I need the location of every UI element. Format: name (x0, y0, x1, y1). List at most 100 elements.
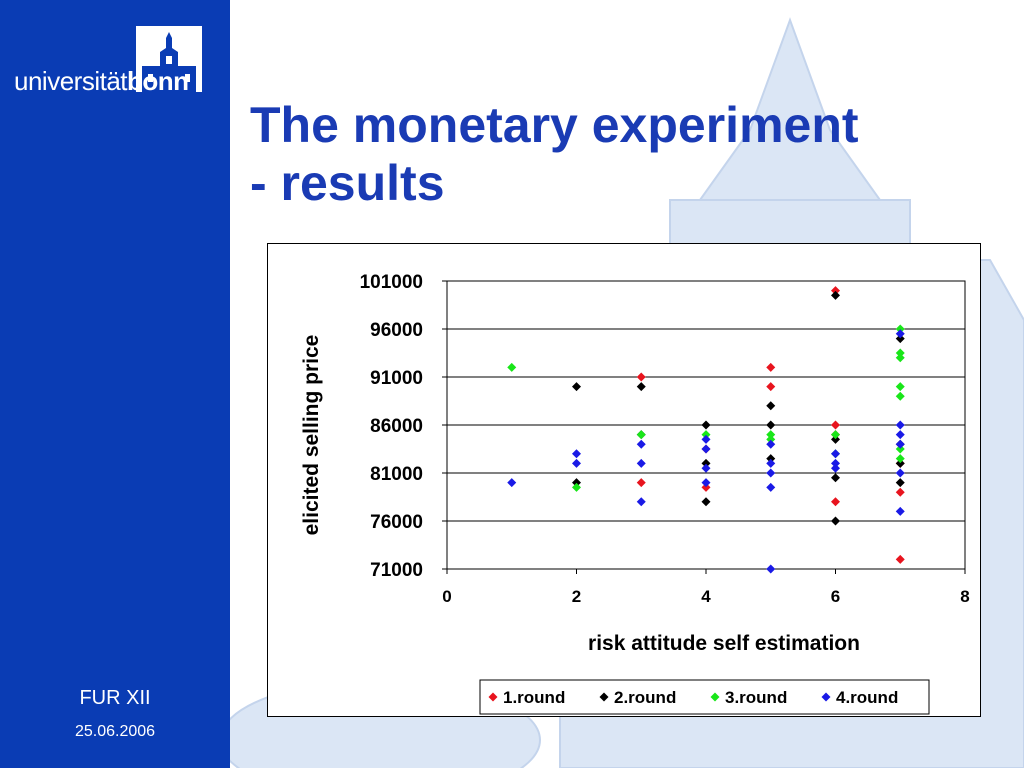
x-axis-title: risk attitude self estimation (588, 632, 860, 655)
data-point (895, 391, 905, 401)
data-point (831, 286, 840, 296)
legend-label: 2.round (614, 688, 676, 707)
data-point (701, 434, 711, 444)
data-point (507, 478, 517, 488)
legend-box (479, 679, 930, 715)
data-point (636, 382, 646, 392)
data-point (895, 506, 905, 516)
data-point (766, 454, 776, 464)
data-point (895, 353, 905, 363)
logo-prefix: universität (14, 66, 128, 96)
data-point (507, 362, 517, 372)
data-point (766, 482, 776, 492)
data-points (507, 286, 905, 574)
data-point (636, 497, 646, 507)
legend-marker (488, 692, 498, 702)
castle-emblem-icon (136, 26, 202, 92)
data-point (895, 329, 905, 339)
legend-marker (599, 692, 609, 702)
data-point (701, 463, 711, 473)
legend-label: 1.round (503, 688, 565, 707)
data-point (766, 434, 776, 444)
data-point (831, 430, 840, 440)
data-point (831, 420, 840, 430)
x-tick-label: 6 (831, 587, 840, 606)
slide-title-line1: The monetary experiment (250, 97, 859, 153)
data-point (572, 478, 581, 488)
data-point (701, 420, 711, 430)
y-tick-label: 101000 (360, 272, 423, 293)
data-point (572, 449, 581, 459)
y-axis-ticks: 71000 76000 81000 86000 91000 96000 101000 (360, 272, 447, 581)
data-point (766, 468, 776, 478)
legend-marker (821, 692, 831, 702)
data-point (766, 401, 776, 411)
y-tick-label: 91000 (370, 368, 423, 389)
data-point (895, 348, 905, 358)
data-point (831, 497, 840, 507)
y-tick-label: 96000 (370, 320, 423, 341)
data-point (636, 430, 646, 440)
data-point (701, 497, 711, 507)
data-point (895, 439, 905, 449)
data-point (636, 372, 646, 382)
data-point (895, 382, 905, 392)
university-logo: universitätbonn (0, 0, 230, 120)
legend-marker (710, 692, 720, 702)
data-point (831, 516, 840, 526)
sidebar: universitätbonn FUR XII 25.06.2006 (0, 0, 230, 768)
legend-label: 4.round (836, 688, 898, 707)
footer-conference: FUR XII (79, 687, 151, 709)
x-tick-label: 8 (960, 587, 969, 606)
scatter-chart: 71000 76000 81000 86000 91000 96000 101000 0 2 4… (300, 272, 970, 715)
data-point (701, 458, 711, 468)
x-tick-label: 4 (701, 587, 711, 606)
data-point (572, 482, 581, 492)
data-point (766, 458, 776, 468)
data-point (895, 430, 905, 440)
data-point (831, 434, 840, 444)
data-point (831, 473, 840, 483)
data-point (572, 382, 581, 392)
data-point (895, 454, 905, 464)
y-tick-label: 81000 (370, 464, 423, 485)
data-point (766, 362, 776, 372)
data-point (701, 444, 711, 454)
x-tick-label: 0 (442, 587, 451, 606)
data-point (766, 382, 776, 392)
data-point (766, 430, 776, 440)
data-point (895, 334, 905, 344)
data-point (636, 478, 646, 488)
data-point (766, 420, 776, 430)
data-point (701, 478, 711, 488)
data-point (831, 463, 840, 473)
y-axis-title: elicited selling price (300, 335, 323, 536)
data-point (895, 487, 905, 497)
data-point (895, 478, 905, 488)
data-point (831, 449, 840, 459)
data-point (895, 458, 905, 468)
data-point (766, 439, 776, 449)
data-point (701, 482, 711, 492)
data-point (895, 324, 905, 334)
data-point (895, 420, 905, 430)
data-point (895, 468, 905, 478)
y-tick-label: 76000 (370, 512, 423, 533)
data-point (636, 458, 646, 468)
data-point (895, 554, 905, 564)
x-tick-label: 2 (572, 587, 581, 606)
slide-title-line2: - results (250, 155, 445, 211)
data-point (831, 458, 840, 468)
y-tick-label: 71000 (370, 560, 423, 581)
footer-date: 25.06.2006 (74, 723, 156, 740)
data-point (895, 444, 905, 454)
logo-wordmark: universitätbonn (14, 66, 189, 97)
legend: 1.round 2.round 3.round 4.round (479, 679, 930, 715)
data-point (572, 458, 581, 468)
chart-frame: 71000 76000 81000 86000 91000 96000 101000 0 2 4… (267, 243, 981, 717)
data-point (831, 290, 840, 300)
x-axis-ticks: 0 2 4 6 8 (442, 569, 970, 606)
legend-label: 3.round (725, 688, 787, 707)
data-point (766, 564, 776, 574)
data-point (636, 439, 646, 449)
